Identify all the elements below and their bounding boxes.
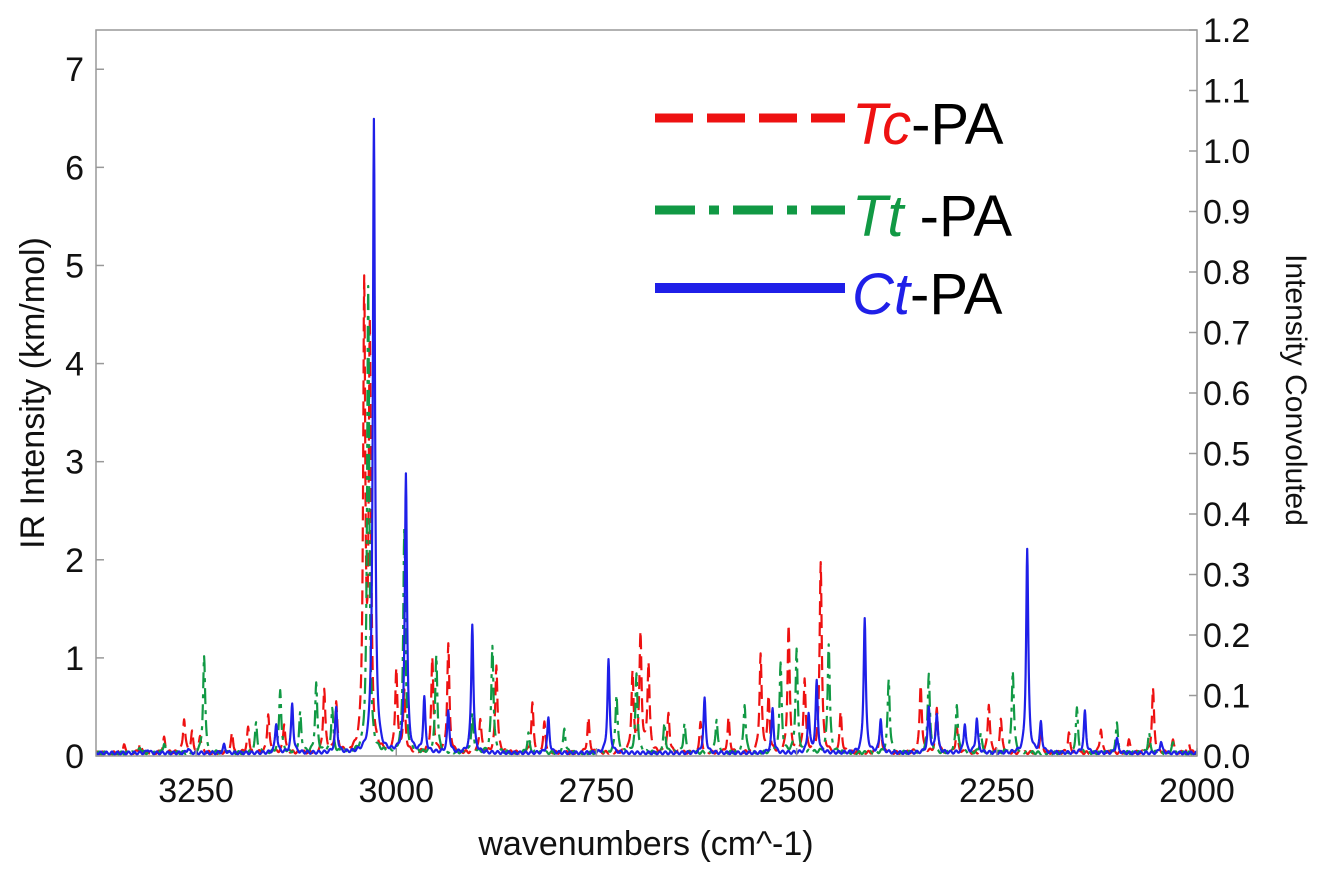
x-tick-label: 2250 [959, 772, 1035, 810]
y-right-tick-label: 1.2 [1203, 12, 1250, 50]
y-tick-label: 4 [65, 346, 84, 384]
y-right-tick-label: 0.4 [1203, 496, 1250, 534]
legend-label-italic: Tt [852, 184, 906, 249]
x-axis-label: wavenumbers (cm^-1) [477, 825, 813, 863]
y-right-axis-label: Intensity Convoluted [1279, 254, 1312, 526]
y-right-tick-label: 0.7 [1203, 315, 1250, 353]
legend-label: Ct-PA [852, 262, 1003, 327]
y-right-tick-label: 1.0 [1203, 133, 1250, 171]
x-tick-label: 2750 [559, 772, 635, 810]
y-right-tick-label: 0.2 [1203, 617, 1250, 655]
legend-label: Tc-PA [852, 92, 1004, 157]
y-tick-label: 0 [65, 738, 84, 776]
y-tick-label: 5 [65, 247, 84, 285]
y-right-tick-label: 0.1 [1203, 678, 1250, 716]
y-right-tick-label: 0.8 [1203, 254, 1250, 292]
y-right-tick-label: 0.5 [1203, 436, 1250, 474]
legend-label: Tt -PA [852, 184, 1012, 249]
axes-layer: 3250 3000 2750 2500 2250 2000 0 1 2 3 4 5 6 7 0.0 0.1 0.… [65, 12, 1250, 810]
legend-label-italic: Ct [852, 262, 913, 327]
y-tick-label: 7 [65, 51, 84, 89]
y-right-tick-label: 0.6 [1203, 375, 1250, 413]
y-tick-label: 6 [65, 149, 84, 187]
y-tick-label: 3 [65, 444, 84, 482]
legend-label-suffix: -PA [911, 92, 1004, 157]
series-line-tt-pa [96, 284, 1197, 756]
y-right-tick-label: 1.1 [1203, 73, 1250, 111]
legend-label-suffix: -PA [910, 262, 1003, 327]
y-right-tick-label: 0.3 [1203, 557, 1250, 595]
x-tick-label: 3000 [358, 772, 434, 810]
legend-label-italic: Tc [852, 92, 911, 157]
y-axis-label: IR Intensity (km/mol) [14, 237, 52, 549]
series-layer [96, 117, 1197, 756]
y-tick-label: 1 [65, 640, 84, 678]
x-tick-label: 2000 [1159, 772, 1235, 810]
y-right-tick-label: 0.0 [1203, 738, 1250, 776]
legend-label-suffix: -PA [904, 184, 1013, 249]
y-right-tick-label: 0.9 [1203, 194, 1250, 232]
y-tick-label: 2 [65, 542, 84, 580]
x-tick-label: 2500 [759, 772, 835, 810]
x-tick-label: 3250 [158, 772, 234, 810]
series-line-ct-pa [96, 117, 1197, 756]
